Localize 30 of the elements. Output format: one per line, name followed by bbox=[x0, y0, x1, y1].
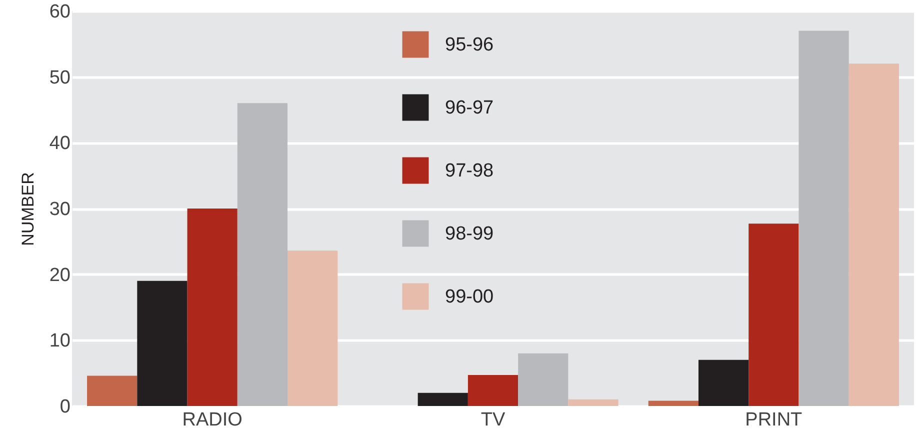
y-tick-label: 0 bbox=[60, 396, 70, 418]
legend-label: 96-97 bbox=[445, 98, 494, 118]
y-axis-title: NUMBER bbox=[18, 172, 38, 246]
x-tick-label: TV bbox=[480, 410, 506, 430]
bar bbox=[468, 375, 518, 406]
bar bbox=[648, 400, 698, 406]
bar bbox=[87, 376, 138, 406]
y-tick-label: 40 bbox=[49, 133, 70, 154]
bar bbox=[848, 64, 899, 406]
y-tick-label: 20 bbox=[49, 264, 70, 286]
bar bbox=[798, 30, 849, 406]
y-tick-label: 10 bbox=[49, 330, 70, 352]
bar bbox=[698, 360, 749, 406]
bar bbox=[568, 399, 618, 406]
bar bbox=[187, 208, 238, 406]
bar bbox=[237, 103, 288, 406]
y-tick-label: 50 bbox=[49, 67, 70, 88]
legend-label: 95-96 bbox=[445, 34, 494, 56]
legend-label: 97-98 bbox=[445, 160, 494, 182]
bar bbox=[518, 353, 568, 406]
bar bbox=[418, 392, 468, 406]
bar bbox=[288, 250, 338, 406]
bar bbox=[137, 280, 188, 406]
x-tick-label: PRINT bbox=[745, 410, 803, 430]
y-tick-label: 30 bbox=[49, 199, 70, 220]
legend-label: 99-00 bbox=[445, 286, 494, 308]
x-tick-label: RADIO bbox=[182, 410, 242, 430]
y-tick-label: 60 bbox=[49, 2, 70, 22]
legend-label: 98-99 bbox=[445, 224, 494, 244]
bar bbox=[748, 224, 799, 406]
